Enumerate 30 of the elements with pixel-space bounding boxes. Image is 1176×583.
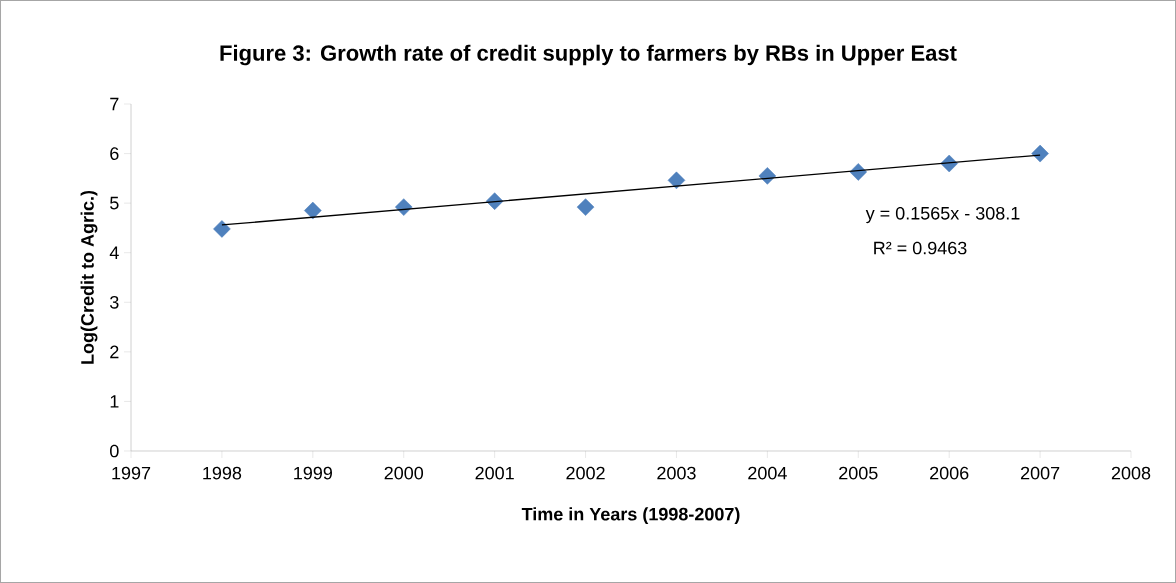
x-tick-label: 1998 <box>203 466 242 480</box>
point <box>576 198 595 216</box>
point <box>304 201 322 220</box>
x-tick-label: 2007 <box>1020 466 1060 480</box>
y-tick-label: 3 <box>110 295 119 309</box>
x-tick-label: 2004 <box>748 466 787 480</box>
y-tick-label: 7 <box>110 97 119 111</box>
y-tick-label: 5 <box>110 196 119 210</box>
x-tick-label: 1997 <box>112 466 151 480</box>
y-tick-label: 4 <box>109 246 119 259</box>
x-tick-label: 1999 <box>294 466 332 480</box>
y-tick-label: 1 <box>110 395 119 408</box>
x-tick-label: 2000 <box>384 466 424 480</box>
x-tick-label: 2005 <box>839 466 878 480</box>
point <box>213 220 231 238</box>
y-tick-label: 6 <box>110 147 119 160</box>
x-tick-label: 2008 <box>1111 466 1151 480</box>
y-axis-title: Log(Credit to Agric.) <box>80 190 98 364</box>
x-tick-label: 2001 <box>475 466 514 480</box>
annotation: y = 0.1565x - 308.1 <box>865 206 1020 224</box>
x-tick-label: 2003 <box>657 466 696 480</box>
y-tick-label: 2 <box>110 345 119 359</box>
x-axis-title: Time in Years (1998-2007) <box>521 507 740 525</box>
y-tick-label: 0 <box>110 444 119 458</box>
point <box>667 171 686 190</box>
annotation: R² = 0.9463 <box>874 241 967 255</box>
point <box>1031 144 1049 163</box>
x-tick-label: 2006 <box>930 466 969 480</box>
x-tick-label: 2002 <box>566 466 605 480</box>
chart-title: Figure 3: Growth rate of credit supply to farmers by RBs in Upper East <box>220 44 957 66</box>
